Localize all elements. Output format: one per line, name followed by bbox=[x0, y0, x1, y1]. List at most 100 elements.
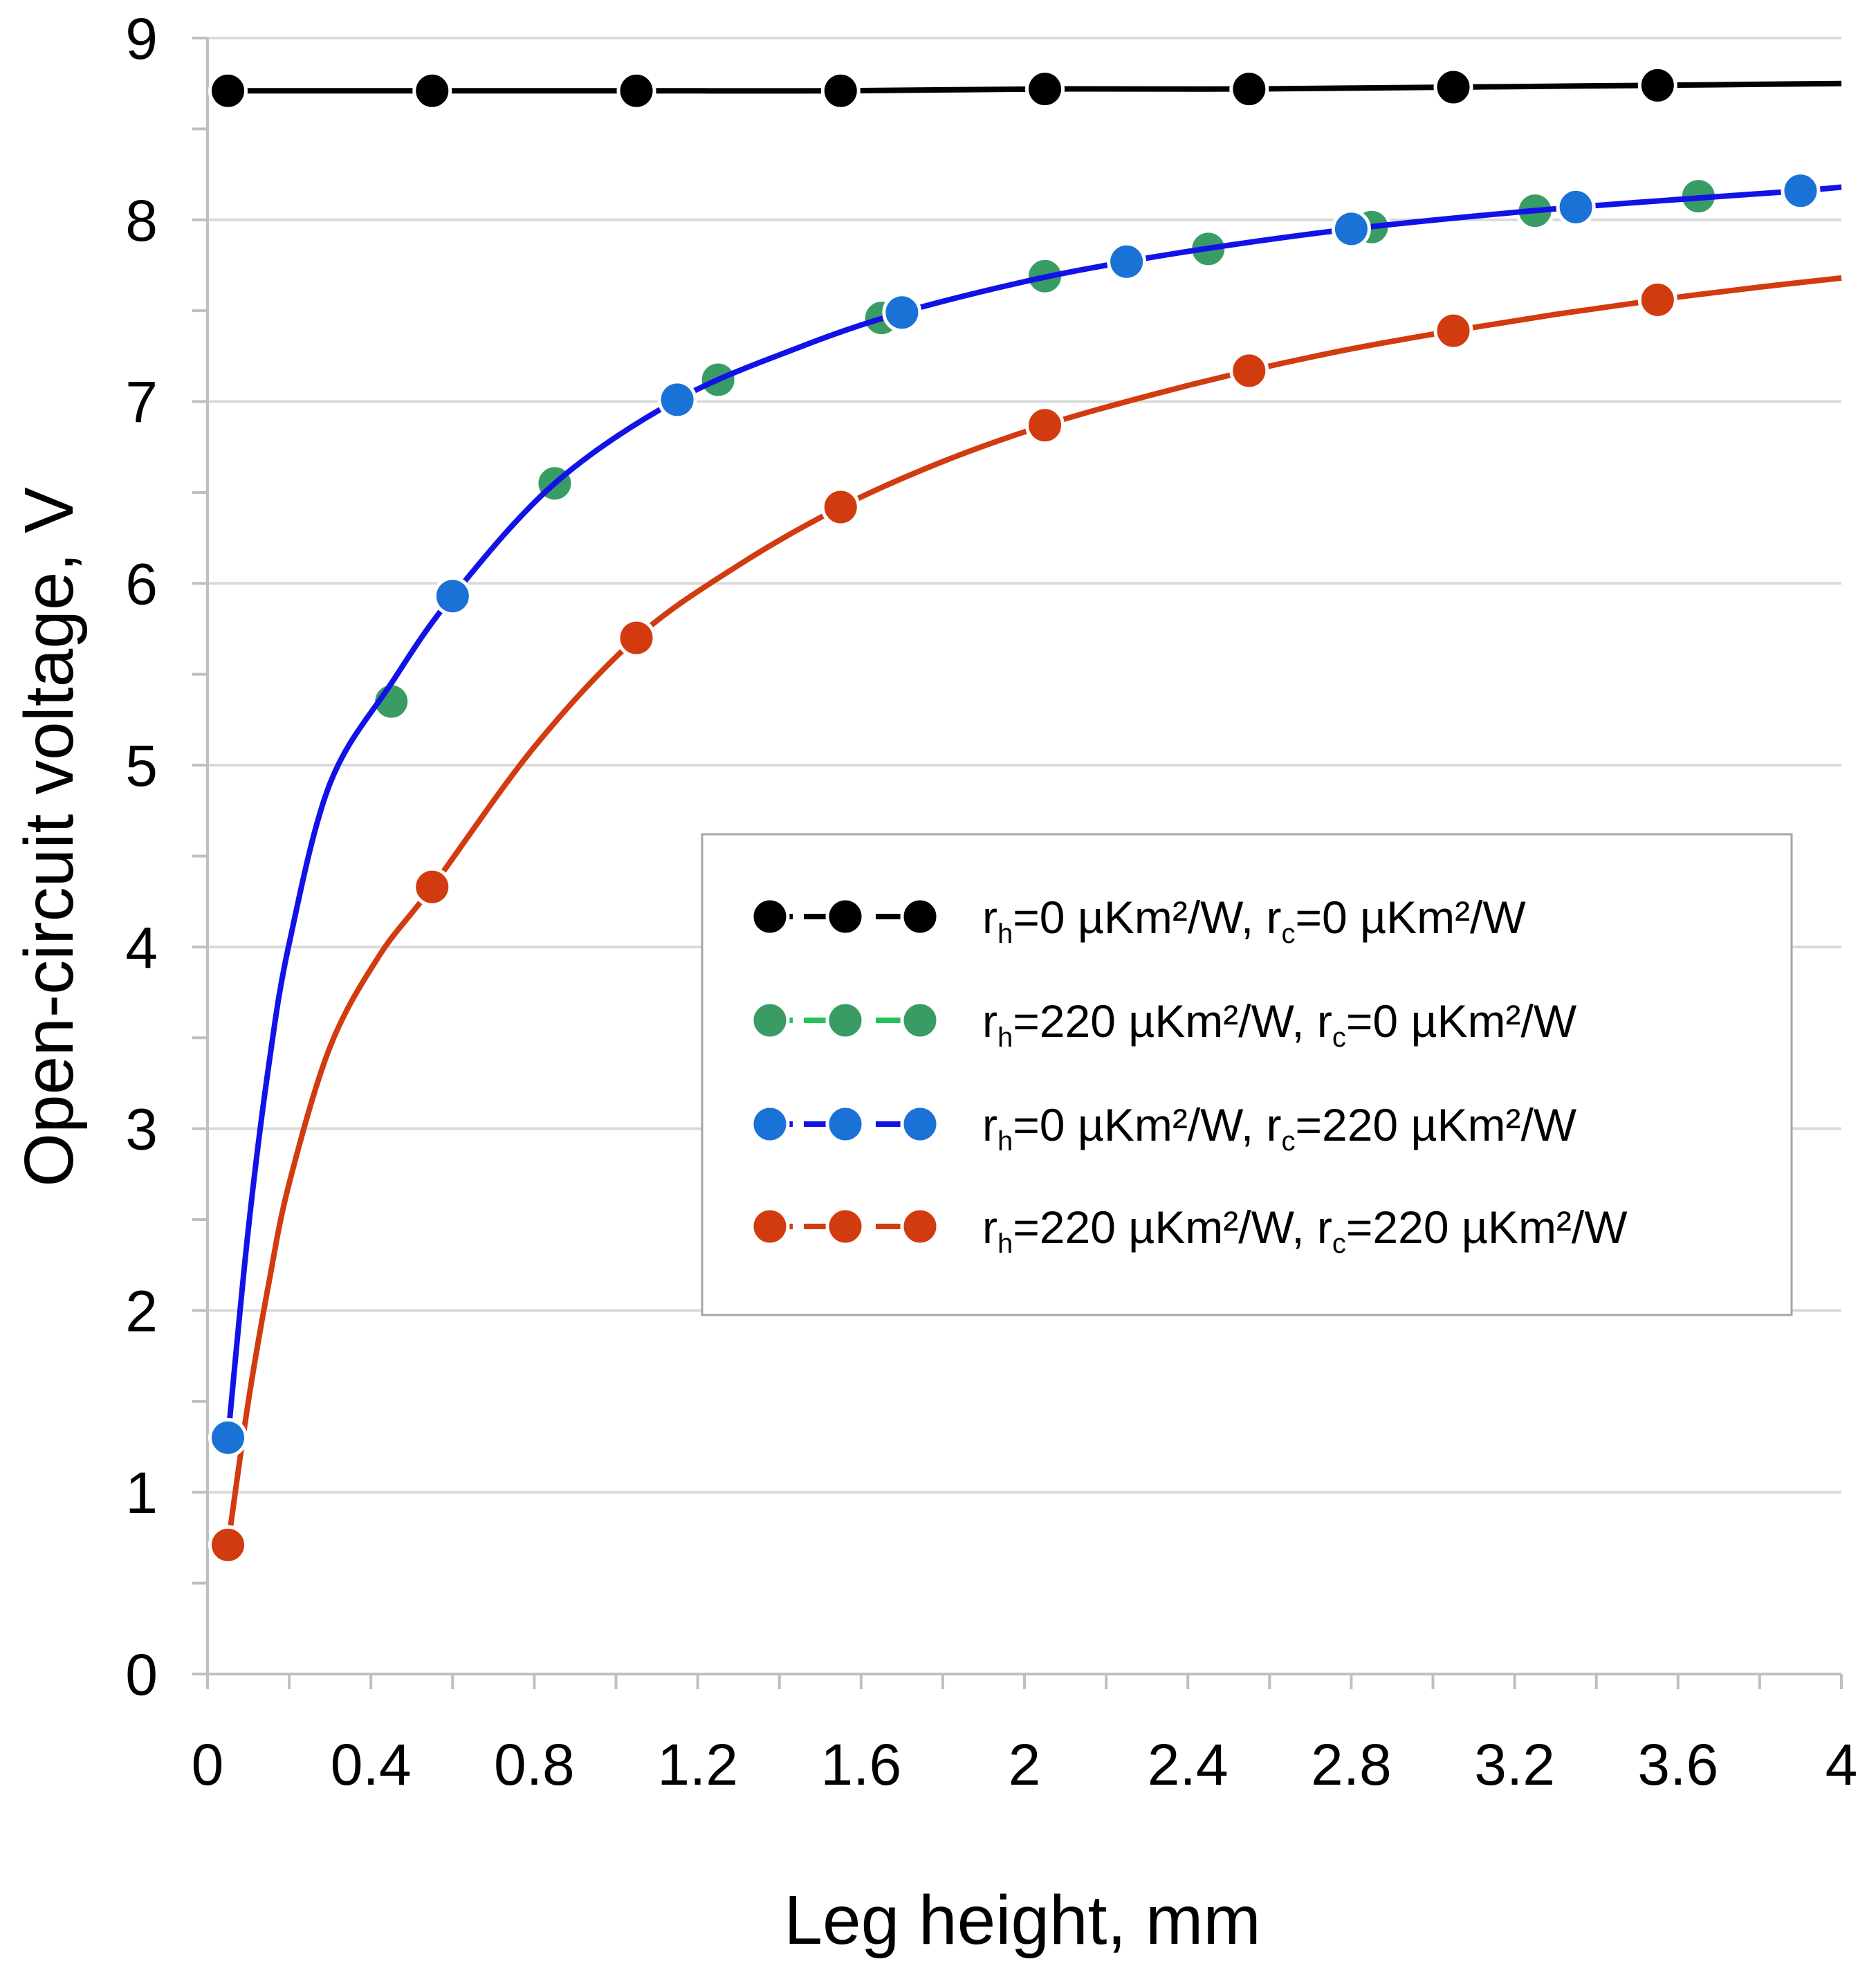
x-tick-label: 0 bbox=[192, 1732, 224, 1797]
data-point-0 bbox=[208, 71, 248, 111]
y-tick-label: 4 bbox=[125, 915, 158, 980]
y-tick-label: 1 bbox=[125, 1460, 158, 1525]
data-point-0 bbox=[1637, 65, 1677, 105]
legend-subscript: h bbox=[997, 1229, 1013, 1259]
legend-text-part: =220 µKm²/W bbox=[1295, 1099, 1576, 1150]
x-axis-ticks: 0 0.4 0.8 1.2 1.6 2 2.4 2.8 3.2 3.6 4 bbox=[192, 1674, 1858, 1797]
y-tick-label: 9 bbox=[125, 6, 158, 71]
x-tick-label: 4 bbox=[1826, 1732, 1858, 1797]
legend-subscript: c bbox=[1332, 1022, 1346, 1053]
data-point-3 bbox=[820, 487, 861, 527]
legend-text-part: r bbox=[982, 892, 997, 943]
legend-subscript: h bbox=[997, 1126, 1013, 1157]
y-tick-label: 8 bbox=[125, 188, 158, 253]
y-tick-label: 2 bbox=[125, 1278, 158, 1343]
y-tick-label: 3 bbox=[125, 1097, 158, 1162]
series-group bbox=[208, 65, 1842, 1565]
y-tick-label: 6 bbox=[125, 551, 158, 616]
data-point-3 bbox=[412, 867, 452, 907]
legend-label: rh=0 µKm²/W, rc=0 µKm²/W bbox=[982, 892, 1526, 949]
legend-label: rh=220 µKm²/W, rc=220 µKm²/W bbox=[982, 1202, 1628, 1259]
y-tick-label: 5 bbox=[125, 733, 158, 798]
legend-text-part: r bbox=[982, 1099, 997, 1150]
x-tick-label: 2.8 bbox=[1311, 1732, 1392, 1797]
data-point-2 bbox=[432, 576, 472, 616]
legend-text-part: =0 µKm²/W, r bbox=[1013, 1099, 1281, 1150]
data-point-0 bbox=[412, 71, 452, 111]
legend-subscript: c bbox=[1332, 1229, 1346, 1259]
x-tick-label: 1.6 bbox=[820, 1732, 901, 1797]
legend-label: rh=220 µKm²/W, rc=0 µKm²/W bbox=[982, 995, 1577, 1053]
data-point-2 bbox=[882, 293, 922, 333]
legend-text-part: =220 µKm²/W bbox=[1346, 1202, 1628, 1253]
legend-marker bbox=[750, 1000, 790, 1040]
legend-text-part: r bbox=[982, 1202, 997, 1253]
legend-entry-0: rh=0 µKm²/W, rc=0 µKm²/W bbox=[750, 892, 1526, 949]
x-tick-label: 3.2 bbox=[1474, 1732, 1555, 1797]
legend: rh=0 µKm²/W, rc=0 µKm²/Wrh=220 µKm²/W, r… bbox=[701, 833, 1793, 1316]
legend-marker bbox=[825, 1104, 865, 1144]
legend-marker bbox=[825, 1000, 865, 1040]
legend-marker bbox=[900, 896, 940, 937]
data-point-0 bbox=[1025, 69, 1065, 109]
x-tick-label: 2.4 bbox=[1148, 1732, 1229, 1797]
legend-marker bbox=[750, 896, 790, 937]
data-point-2 bbox=[657, 380, 697, 420]
legend-subscript: h bbox=[997, 1022, 1013, 1053]
data-point-2 bbox=[1331, 209, 1371, 249]
data-point-3 bbox=[616, 618, 656, 658]
legend-label: rh=0 µKm²/W, rc=220 µKm²/W bbox=[982, 1099, 1577, 1157]
series-0 bbox=[208, 65, 1842, 111]
data-point-3 bbox=[1433, 311, 1473, 351]
x-axis-title: Leg height, mm bbox=[784, 1882, 1260, 1959]
data-point-0 bbox=[820, 71, 861, 111]
y-axis-title: Open-circuit voltage, V bbox=[10, 487, 88, 1187]
series-line-2 bbox=[225, 184, 1842, 1438]
legend-text-part: r bbox=[982, 995, 997, 1047]
data-point-0 bbox=[1433, 67, 1473, 107]
data-point-2 bbox=[208, 1417, 248, 1458]
legend-entry-1: rh=220 µKm²/W, rc=0 µKm²/W bbox=[750, 995, 1577, 1053]
data-point-2 bbox=[1556, 187, 1596, 227]
legend-marker bbox=[750, 1206, 790, 1247]
axes bbox=[192, 38, 1841, 1689]
legend-subscript: h bbox=[997, 919, 1013, 949]
legend-subscript: c bbox=[1281, 919, 1295, 949]
grid-lines bbox=[208, 37, 1841, 1494]
data-point-3 bbox=[1229, 351, 1269, 391]
legend-marker bbox=[825, 896, 865, 937]
legend-text-part: =0 µKm²/W bbox=[1346, 995, 1577, 1047]
x-tick-label: 1.2 bbox=[657, 1732, 738, 1797]
legend-entry-3: rh=220 µKm²/W, rc=220 µKm²/W bbox=[750, 1202, 1628, 1259]
series-line-3 bbox=[225, 275, 1842, 1545]
legend-text-part: =0 µKm²/W bbox=[1295, 892, 1526, 943]
data-point-0 bbox=[1229, 69, 1269, 109]
series-1 bbox=[371, 176, 1718, 721]
data-point-3 bbox=[1637, 279, 1677, 320]
legend-marker bbox=[900, 1000, 940, 1040]
y-tick-label: 0 bbox=[125, 1642, 158, 1707]
legend-subscript: c bbox=[1281, 1126, 1295, 1157]
x-tick-label: 3.6 bbox=[1637, 1732, 1718, 1797]
data-point-3 bbox=[208, 1525, 248, 1565]
data-point-2 bbox=[1107, 241, 1147, 282]
series-2 bbox=[208, 171, 1842, 1458]
legend-text-part: =220 µKm²/W, r bbox=[1013, 1202, 1332, 1253]
y-axis-ticks: 0 1 2 3 4 5 6 7 8 9 bbox=[125, 6, 208, 1707]
legend-marker bbox=[750, 1104, 790, 1144]
legend-entry-2: rh=0 µKm²/W, rc=220 µKm²/W bbox=[750, 1099, 1577, 1157]
data-point-3 bbox=[1025, 405, 1065, 445]
x-tick-label: 2 bbox=[1009, 1732, 1041, 1797]
data-point-2 bbox=[1781, 171, 1821, 211]
legend-text-part: =220 µKm²/W, r bbox=[1013, 995, 1332, 1047]
legend-marker bbox=[900, 1104, 940, 1144]
legend-text-part: =0 µKm²/W, r bbox=[1013, 892, 1281, 943]
x-tick-label: 0.8 bbox=[494, 1732, 575, 1797]
data-point-0 bbox=[616, 71, 656, 111]
series-3 bbox=[208, 275, 1842, 1565]
y-tick-label: 7 bbox=[125, 370, 158, 435]
legend-marker bbox=[825, 1206, 865, 1247]
legend-marker bbox=[900, 1206, 940, 1247]
x-tick-label: 0.4 bbox=[331, 1732, 412, 1797]
